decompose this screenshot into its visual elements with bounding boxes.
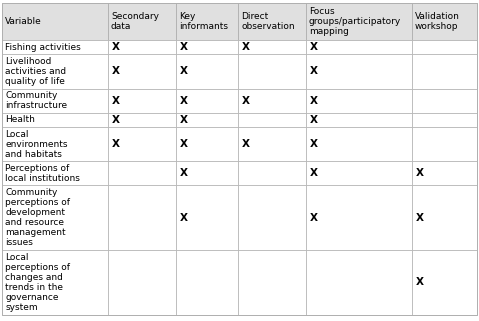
Bar — [176, 40, 238, 54]
Bar — [238, 113, 306, 127]
Bar — [411, 250, 477, 315]
Text: Local
perceptions of
changes and
trends in the
governance
system: Local perceptions of changes and trends … — [5, 253, 70, 312]
Text: X: X — [180, 96, 188, 106]
Bar — [108, 127, 176, 161]
Text: Focus
groups/participatory
mapping: Focus groups/participatory mapping — [309, 7, 401, 36]
Bar — [306, 89, 411, 113]
Bar — [108, 3, 176, 40]
Text: X: X — [180, 66, 188, 76]
Text: Health: Health — [5, 115, 35, 125]
Bar — [306, 250, 411, 315]
Text: X: X — [242, 139, 250, 149]
Bar — [176, 186, 238, 250]
Bar — [2, 54, 108, 89]
Text: X: X — [180, 213, 188, 223]
Text: X: X — [310, 139, 318, 149]
Text: X: X — [415, 213, 423, 223]
Text: X: X — [180, 139, 188, 149]
Bar — [306, 161, 411, 186]
Text: Livelihood
activities and
quality of life: Livelihood activities and quality of lif… — [5, 57, 67, 86]
Text: Validation
workshop: Validation workshop — [414, 12, 459, 31]
Bar — [2, 127, 108, 161]
Bar — [411, 127, 477, 161]
Bar — [411, 89, 477, 113]
Bar — [176, 89, 238, 113]
Bar — [108, 89, 176, 113]
Text: Fishing activities: Fishing activities — [5, 43, 81, 52]
Bar — [306, 186, 411, 250]
Text: Variable: Variable — [5, 17, 42, 26]
Text: X: X — [112, 66, 120, 76]
Text: X: X — [415, 168, 423, 178]
Bar — [238, 161, 306, 186]
Bar — [2, 40, 108, 54]
Bar — [306, 3, 411, 40]
Bar — [176, 161, 238, 186]
Text: X: X — [112, 42, 120, 52]
Text: X: X — [180, 115, 188, 125]
Bar — [108, 54, 176, 89]
Bar — [176, 250, 238, 315]
Bar — [176, 113, 238, 127]
Bar — [238, 54, 306, 89]
Bar — [2, 89, 108, 113]
Text: X: X — [310, 66, 318, 76]
Bar — [306, 54, 411, 89]
Bar — [238, 250, 306, 315]
Bar — [2, 113, 108, 127]
Bar — [411, 40, 477, 54]
Bar — [411, 161, 477, 186]
Bar — [108, 161, 176, 186]
Text: X: X — [112, 139, 120, 149]
Text: X: X — [180, 42, 188, 52]
Bar — [108, 186, 176, 250]
Text: Community
infrastructure: Community infrastructure — [5, 91, 68, 110]
Bar — [306, 113, 411, 127]
Bar — [176, 127, 238, 161]
Text: X: X — [180, 168, 188, 178]
Text: X: X — [310, 96, 318, 106]
Bar — [2, 186, 108, 250]
Bar — [238, 127, 306, 161]
Bar — [176, 3, 238, 40]
Bar — [238, 3, 306, 40]
Text: X: X — [310, 213, 318, 223]
Bar — [238, 89, 306, 113]
Bar — [176, 54, 238, 89]
Text: X: X — [310, 42, 318, 52]
Text: X: X — [112, 115, 120, 125]
Bar — [108, 250, 176, 315]
Text: Key
informants: Key informants — [179, 12, 228, 31]
Bar — [2, 250, 108, 315]
Text: Perceptions of
local institutions: Perceptions of local institutions — [5, 164, 80, 183]
Text: Direct
observation: Direct observation — [241, 12, 295, 31]
Bar — [411, 3, 477, 40]
Bar — [238, 40, 306, 54]
Bar — [238, 186, 306, 250]
Bar — [108, 40, 176, 54]
Bar — [411, 113, 477, 127]
Bar — [2, 161, 108, 186]
Bar — [411, 186, 477, 250]
Bar — [108, 113, 176, 127]
Text: X: X — [415, 277, 423, 287]
Text: X: X — [242, 96, 250, 106]
Text: X: X — [310, 115, 318, 125]
Bar — [306, 40, 411, 54]
Text: X: X — [310, 168, 318, 178]
Text: Community
perceptions of
development
and resource
management
issues: Community perceptions of development and… — [5, 188, 70, 247]
Text: X: X — [242, 42, 250, 52]
Text: X: X — [112, 96, 120, 106]
Bar — [411, 54, 477, 89]
Text: Secondary
data: Secondary data — [111, 12, 159, 31]
Text: Local
environments
and habitats: Local environments and habitats — [5, 129, 68, 159]
Bar — [2, 3, 108, 40]
Bar — [306, 127, 411, 161]
